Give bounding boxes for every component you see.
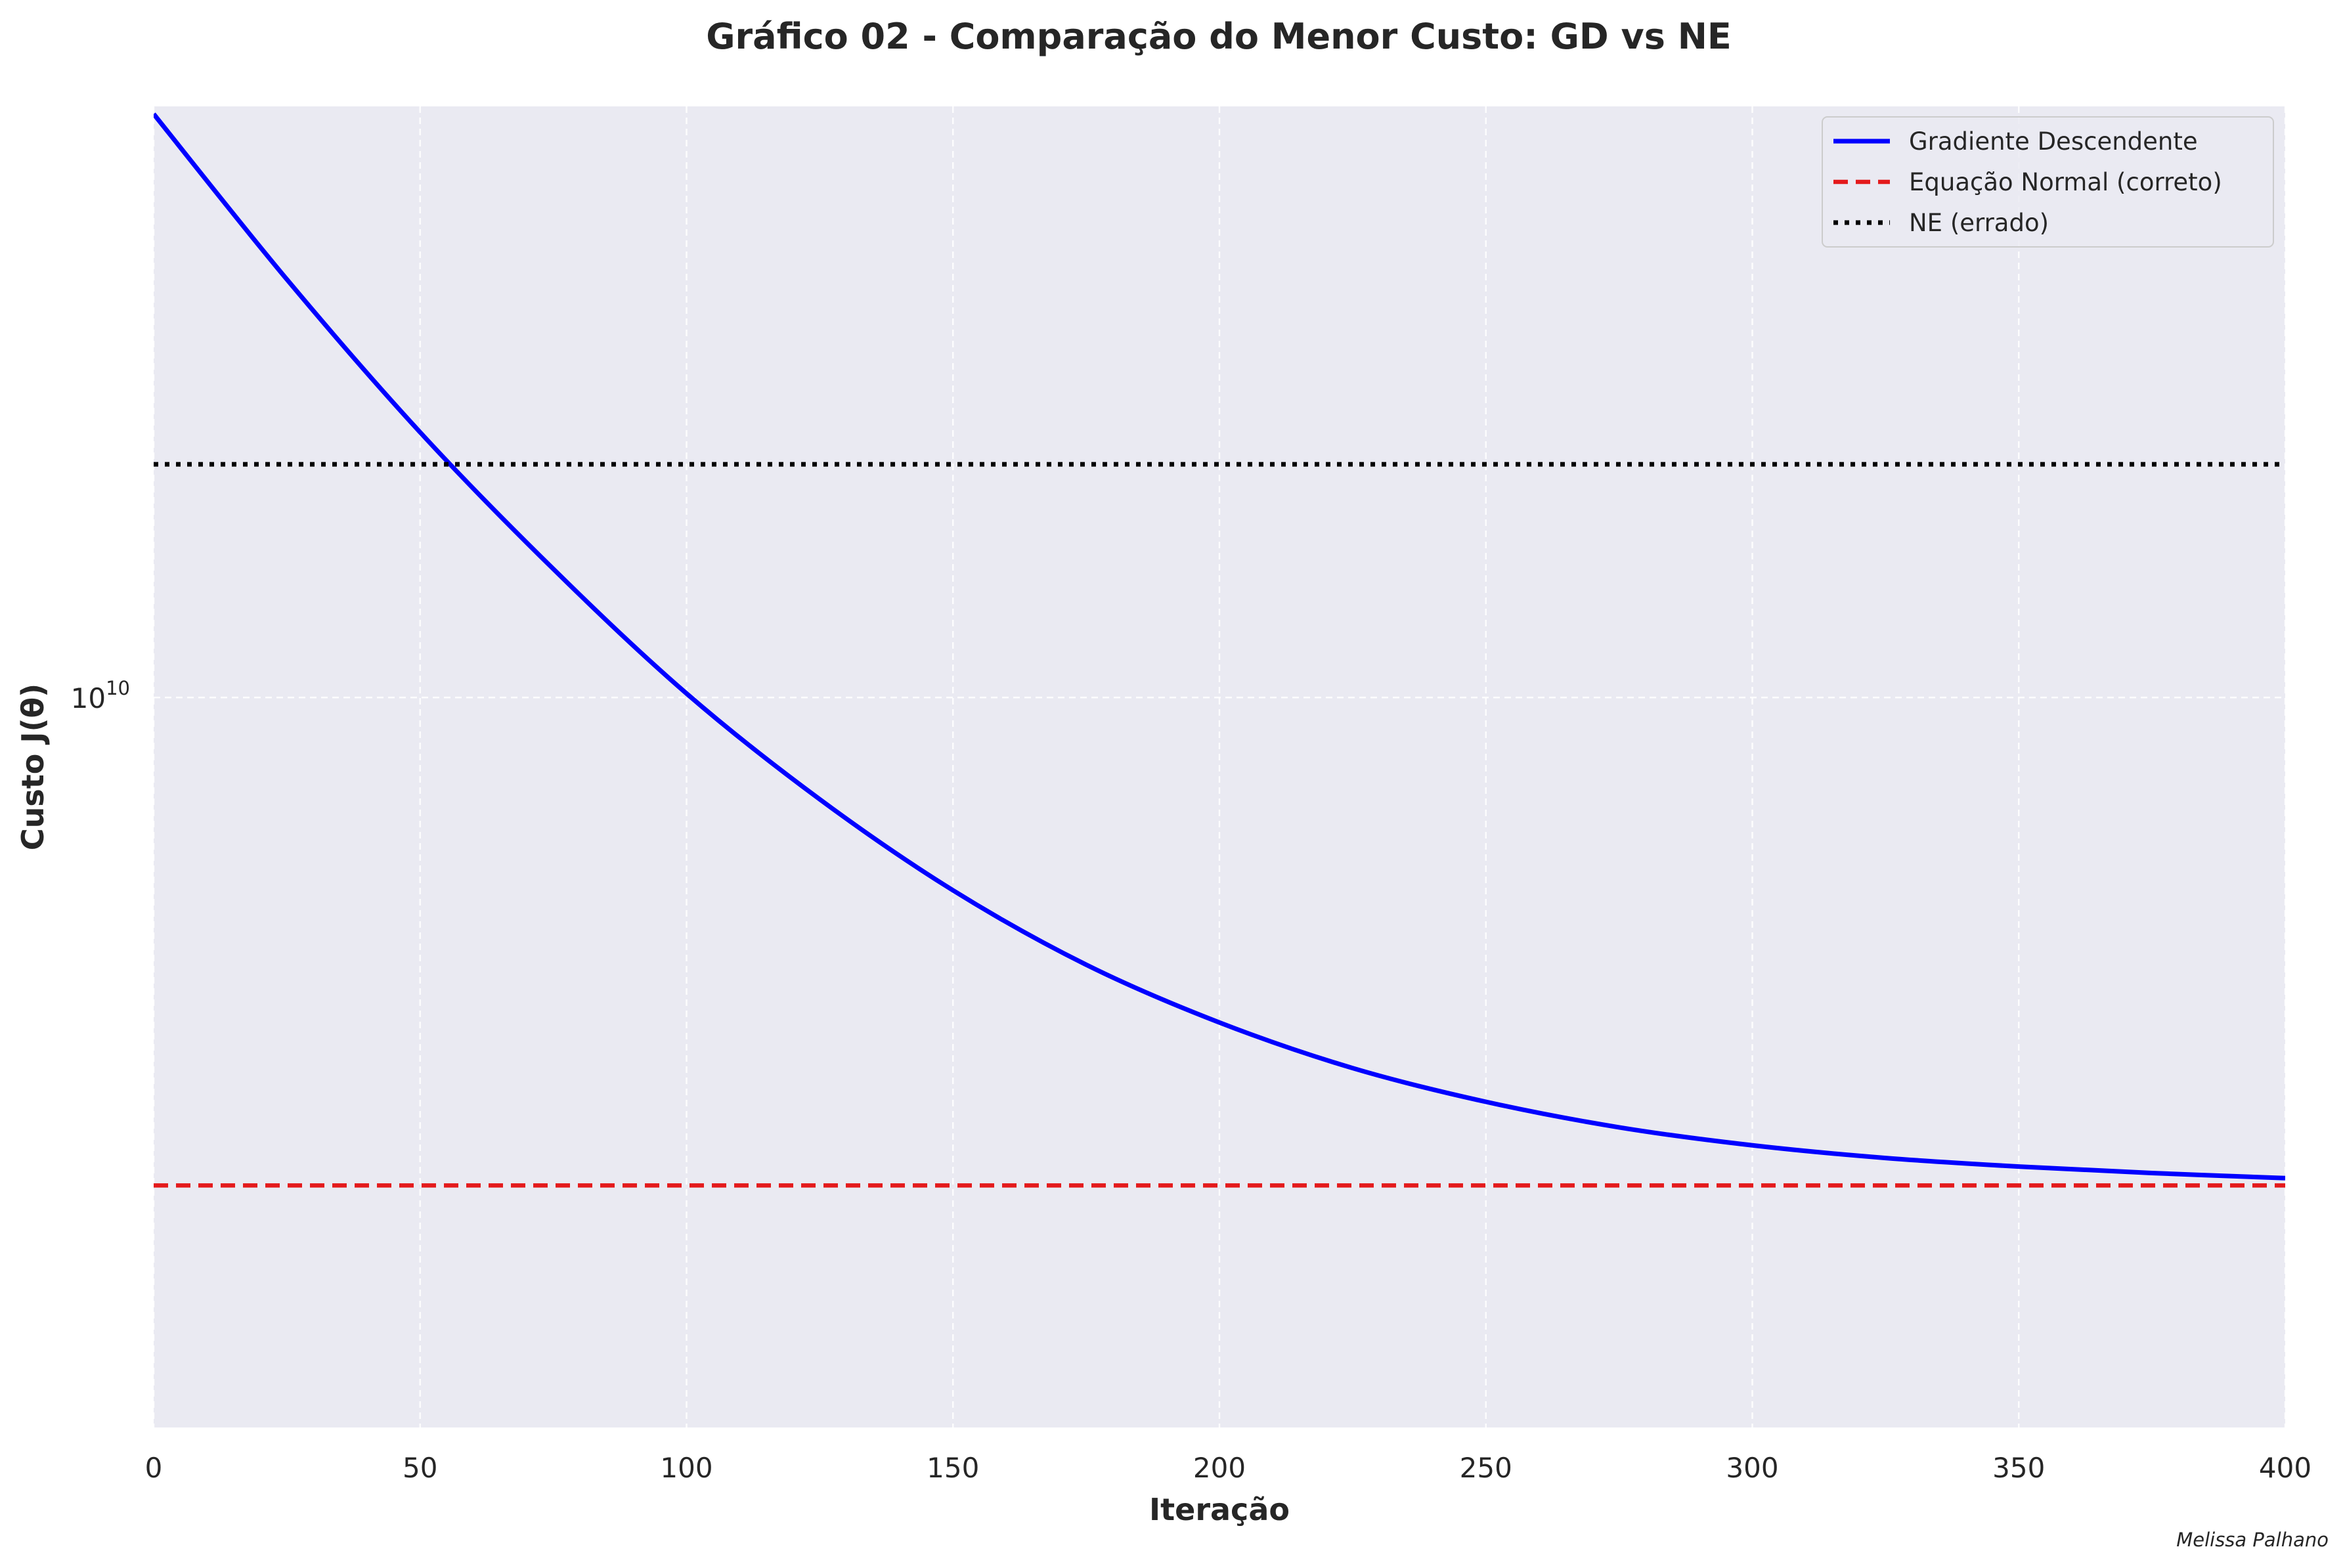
y-tick-label: 1010 (71, 677, 130, 714)
x-tick-label: 400 (2259, 1452, 2311, 1484)
series-layer (154, 112, 2285, 1188)
legend: Gradiente Descendente Equação Normal (co… (1822, 116, 2274, 248)
legend-label-ne-wrong: NE (errado) (1909, 209, 2049, 237)
y-axis-label: Custo J(θ) (15, 684, 51, 850)
legend-label-normal-equation: Equação Normal (correto) (1909, 168, 2222, 196)
x-tick-label: 0 (145, 1452, 163, 1484)
series-line-gradient (154, 112, 2285, 1181)
legend-label-gradient: Gradiente Descendente (1909, 127, 2198, 156)
legend-box (1822, 116, 2274, 248)
x-tick-label: 350 (1992, 1452, 2045, 1484)
credit-text: Melissa Palhano (2176, 1529, 2329, 1551)
x-tick-label: 50 (403, 1452, 437, 1484)
x-tick-label: 200 (1193, 1452, 1246, 1484)
y-tick-exponent: 10 (106, 677, 130, 699)
x-tick-label: 150 (927, 1452, 979, 1484)
grid-layer (152, 106, 2287, 1427)
y-tick-base: 10 (71, 682, 106, 714)
chart-title: Gráfico 02 - Comparação do Menor Custo: … (706, 16, 1732, 57)
x-tick-label: 300 (1726, 1452, 1778, 1484)
x-axis-label: Iteração (1149, 1492, 1290, 1527)
x-tick-label: 250 (1460, 1452, 1512, 1484)
x-tick-label: 100 (660, 1452, 712, 1484)
tick-layer: 0 50 100 150 200 250 300 350 400 1010 (71, 677, 2311, 1484)
